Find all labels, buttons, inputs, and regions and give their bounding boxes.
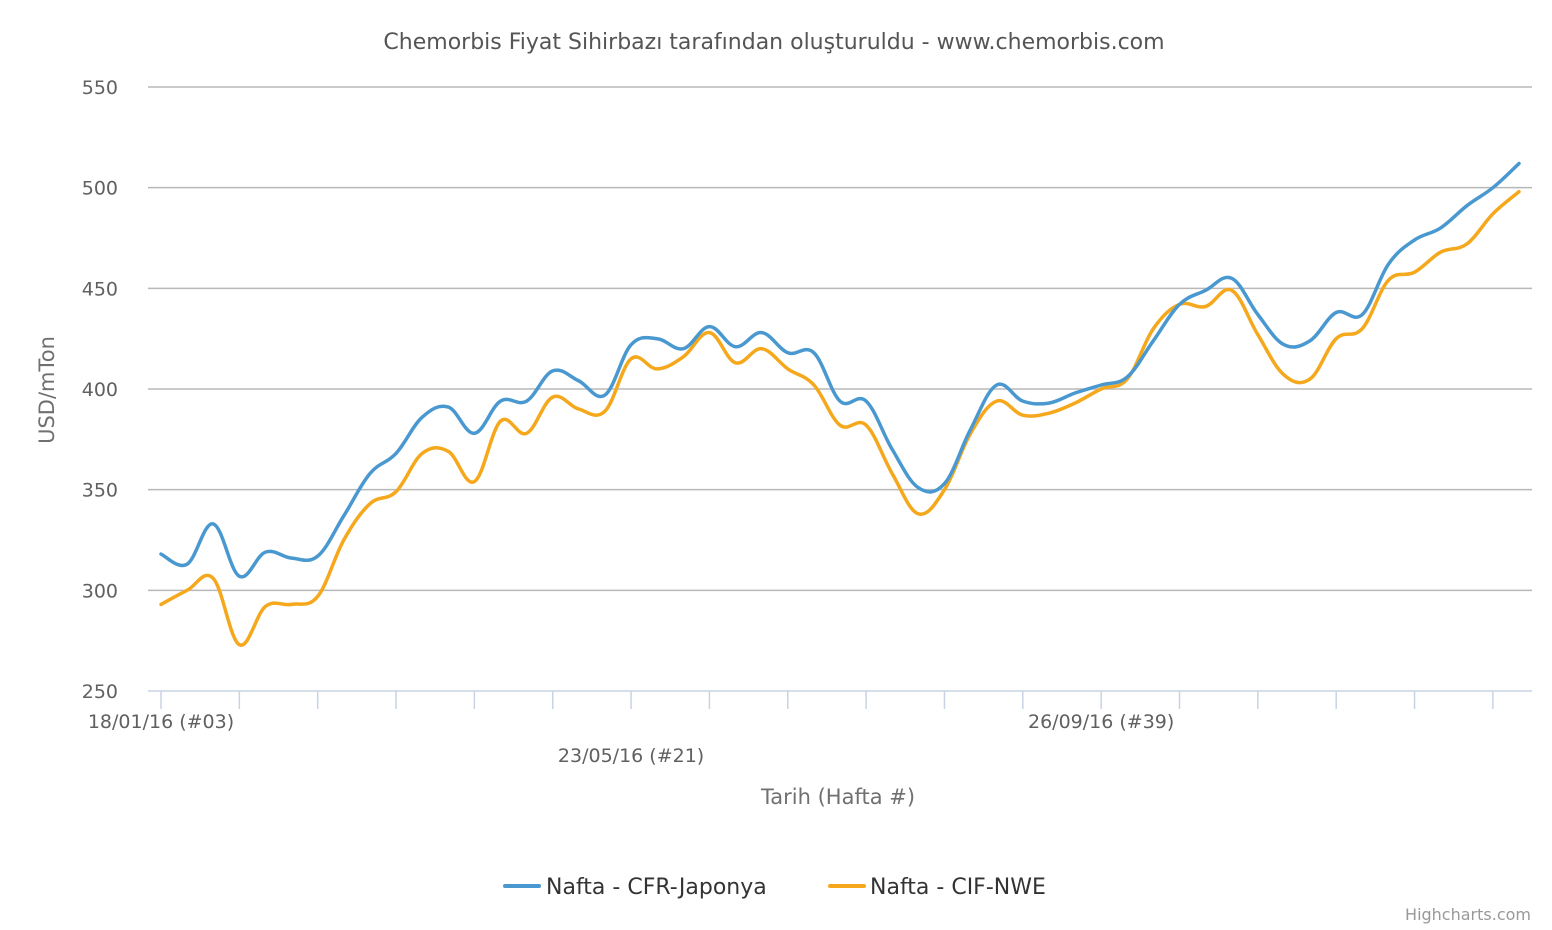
y-tick-label: 350 — [82, 480, 118, 502]
grid-lines — [148, 86, 1532, 592]
y-tick-label: 250 — [82, 681, 118, 703]
series-line-cif-nwe[interactable] — [159, 189, 1521, 647]
y-tick-label: 450 — [82, 278, 118, 300]
legend: Nafta - CFR-Japonya Nafta - CIF-NWE — [503, 875, 1046, 900]
x-axis-title: Tarih (Hafta #) — [760, 785, 915, 809]
y-tick-label: 500 — [82, 178, 118, 200]
series-line-cfr-japonya[interactable] — [159, 161, 1521, 579]
legend-label-cif-nwe: Nafta - CIF-NWE — [870, 875, 1046, 900]
chart-title: Chemorbis Fiyat Sihirbazı tarafından olu… — [383, 30, 1164, 55]
credits-link[interactable]: Highcharts.com — [1405, 905, 1531, 924]
y-tick-label: 400 — [82, 379, 118, 401]
legend-item-cif-nwe[interactable]: Nafta - CIF-NWE — [828, 875, 1046, 900]
x-axis-ticks — [160, 691, 1494, 709]
series-lines — [159, 161, 1521, 647]
x-tick-label: 18/01/16 (#03) — [88, 711, 234, 733]
y-tick-label: 300 — [82, 580, 118, 602]
x-tick-label: 23/05/16 (#21) — [558, 745, 704, 767]
y-tick-label: 550 — [82, 77, 118, 99]
x-tick-label: 26/09/16 (#39) — [1028, 711, 1174, 733]
legend-label-cfr-japonya: Nafta - CFR-Japonya — [546, 875, 767, 900]
legend-item-cfr-japonya[interactable]: Nafta - CFR-Japonya — [503, 875, 767, 900]
y-axis-title: USD/mTon — [35, 336, 59, 444]
x-axis-tick-labels: 18/01/16 (#03) 23/05/16 (#21) 26/09/16 (#3… — [88, 711, 1174, 767]
y-axis-tick-labels: 250 300 350 400 450 500 550 — [82, 77, 118, 703]
